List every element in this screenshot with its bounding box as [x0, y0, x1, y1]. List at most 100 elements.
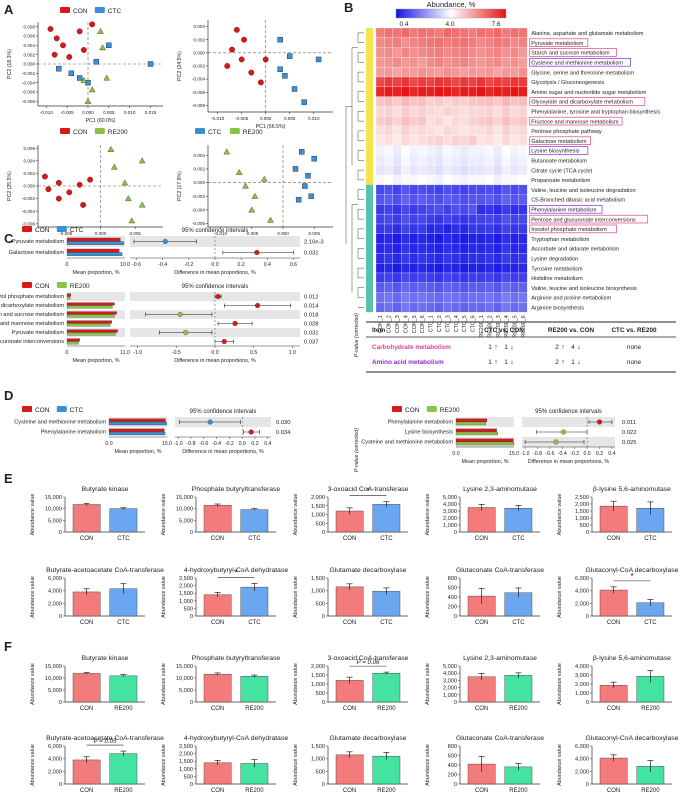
- heatmap-cell: [518, 116, 528, 127]
- y-tick-label: 10,000: [176, 676, 193, 682]
- heatmap-cell: [384, 86, 393, 97]
- enzyme-chart-E3: 3-oxoacid CoA-transferase 0 500 1,000 1,500 2…: [293, 486, 409, 542]
- x-category-label: CTC: [380, 536, 393, 542]
- heatmap-cell: [451, 27, 461, 38]
- significance-label: *: [630, 572, 633, 581]
- heatmap-cell: [493, 165, 503, 176]
- heatmap-row-label: Pentose phosphate pathway: [531, 129, 602, 135]
- heatmap-cell: [384, 292, 393, 303]
- heatmap-cell: [392, 96, 402, 107]
- x-tick-label: -0.005: [245, 231, 258, 236]
- category-label: Cysteine and methionine metabolism: [361, 440, 453, 446]
- heatmap-cell: [443, 67, 452, 78]
- heatmap-column-label: RE200_2: [487, 315, 493, 337]
- dendro-branch: [357, 130, 364, 141]
- point-re200: [103, 74, 111, 81]
- legend-swatch-re200: [426, 406, 437, 412]
- heatmap-cell: [426, 223, 435, 234]
- x-category-label: CTC: [644, 620, 657, 626]
- arrow-down-icon: ↓: [510, 359, 514, 366]
- point-re200: [235, 168, 243, 175]
- colorbar-tick: 0.4: [399, 21, 408, 28]
- heatmap-cell: [392, 272, 402, 283]
- heatmap-cell: [501, 155, 511, 166]
- bar-ctc: [109, 508, 138, 533]
- y-tick-label: 0.002: [194, 37, 206, 42]
- category-label: Phenylalanine metabolism: [41, 430, 107, 436]
- y-tick-label: 2,500: [179, 744, 193, 750]
- heatmap-cell: [451, 263, 461, 274]
- x-category-label: CON: [80, 536, 93, 542]
- point-ctc: [277, 66, 283, 72]
- x-tick-label: 0.010: [124, 110, 136, 115]
- heatmap-cell: [501, 233, 511, 244]
- chart-title: Glutaconyl-CoA decarboxylase: [586, 735, 679, 742]
- heatmap-cell: [409, 135, 419, 146]
- heatmap-cell: [518, 204, 528, 215]
- heatmap-cell: [501, 106, 511, 117]
- y-tick-label: 15,000: [176, 664, 193, 670]
- heatmap-row-label: Glycolysis / Gluconeogenesis: [531, 80, 604, 86]
- heatmap-cell: [375, 243, 385, 254]
- arrow-up-icon: ↑: [494, 359, 498, 366]
- heatmap-cell: [476, 233, 486, 244]
- heatmap-cell: [434, 184, 444, 195]
- heatmap-cell: [518, 223, 528, 234]
- heatmap-cell: [493, 76, 503, 87]
- y-tick-label: 15,000: [45, 664, 62, 670]
- heatmap-cell: [426, 165, 435, 176]
- dendro-branch: [357, 228, 364, 239]
- x-tick-label: -0.005: [235, 116, 248, 121]
- point-re200: [248, 206, 256, 213]
- heatmap-cell: [485, 165, 494, 176]
- point-con: [262, 56, 269, 63]
- x-tick-label: 0: [66, 350, 69, 356]
- point-re200: [242, 182, 249, 189]
- bar-con: [66, 338, 80, 342]
- heatmap-row-label: Arginine biosynthesis: [531, 305, 584, 311]
- y-tick-label: 200: [448, 605, 457, 611]
- heatmap-cell: [426, 27, 435, 38]
- heatmap-cell: [375, 47, 385, 58]
- heatmap-cell: [476, 155, 486, 166]
- table-header: CTC vs. CON: [484, 327, 524, 334]
- heatmap-cell: [409, 204, 419, 215]
- x-category-label: CON: [607, 706, 620, 712]
- ci-point: [596, 419, 603, 425]
- point-con: [89, 21, 96, 28]
- heatmap-cell: [401, 184, 410, 195]
- y-tick-label: 1,500: [179, 591, 193, 597]
- heatmap-cell: [392, 155, 402, 166]
- heatmap-cell: [375, 174, 385, 185]
- heatmap-row-label: Starch and sucrose metabolism: [531, 51, 610, 57]
- x-category-label: CTC: [380, 620, 393, 626]
- legend-label-con: CON: [405, 407, 420, 414]
- heatmap-cell: [417, 76, 427, 87]
- ci-point: [553, 439, 559, 445]
- x-tick-label: 0.000: [95, 231, 107, 236]
- heatmap-cell: [485, 184, 494, 195]
- heatmap-cell: [375, 106, 385, 117]
- heatmap-row-label: Fructose and mannose metabolism: [531, 119, 619, 125]
- heatmap-cell: [510, 57, 519, 68]
- y-axis-label: Abundance value: [161, 576, 167, 618]
- y-tick-label: 2,500: [575, 495, 589, 501]
- y-tick-label: 1,000: [443, 693, 457, 699]
- row-band: [522, 417, 615, 427]
- heatmap-cell: [417, 194, 427, 205]
- heatmap-cell: [434, 125, 444, 136]
- heatmap-cell: [459, 263, 469, 274]
- heatmap-cell: [518, 184, 528, 195]
- enzyme-chart-F2: Phosphate butyryltransferase 0 5,000 10,000…: [161, 655, 280, 712]
- p-value: 0.025: [622, 440, 637, 446]
- ci-tick-label: 0.2: [238, 262, 245, 268]
- p-value: 0.014: [304, 304, 319, 310]
- bar-con: [108, 428, 165, 432]
- x-category-label: CTC: [117, 536, 130, 542]
- heatmap-cell: [384, 272, 393, 283]
- heatmap-column-label: CTC_4: [454, 315, 460, 332]
- heatmap-cell: [375, 145, 385, 156]
- x-category-label: RE200: [641, 788, 660, 794]
- heatmap-cell: [426, 37, 435, 48]
- heatmap-cell: [518, 76, 528, 87]
